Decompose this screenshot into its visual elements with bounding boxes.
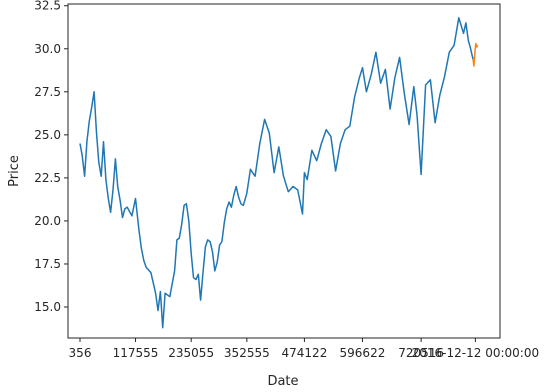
x-tick-label: 474122 xyxy=(282,346,328,360)
series-line-1 xyxy=(79,17,474,329)
y-tick-label: 32.5 xyxy=(34,0,61,13)
y-tick-label: 27.5 xyxy=(34,85,61,99)
x-tick-label: 2016-12-12 00:00:00 xyxy=(412,346,539,360)
y-tick-label: 20.0 xyxy=(34,214,61,228)
x-tick-label: 117555 xyxy=(113,346,159,360)
axes-frame xyxy=(67,3,501,339)
x-tick-label: 720516 xyxy=(398,346,444,360)
series-layer xyxy=(79,17,479,329)
y-tick-label: 25.0 xyxy=(34,128,61,142)
y-tick-label: 15.0 xyxy=(34,300,61,314)
y-tick-label: 30.0 xyxy=(34,42,61,56)
x-tick-label: 235055 xyxy=(168,346,214,360)
x-tick-label: 596622 xyxy=(340,346,386,360)
plot-area xyxy=(68,4,500,338)
series-line-2 xyxy=(472,42,479,67)
y-tick-label: 22.5 xyxy=(34,171,61,185)
y-axis-label: Price xyxy=(7,155,22,187)
x-tick-label: 352555 xyxy=(224,346,270,360)
y-tick-label: 17.5 xyxy=(34,257,61,271)
y-axis: 15.0 17.5 20.0 22.5 25.0 27.5 30.0 32.5 xyxy=(34,0,68,314)
x-axis: 356 117555 235055 352555 474122 596622 7205162… xyxy=(69,338,539,360)
x-axis-label: Date xyxy=(267,374,298,389)
x-tick-label: 356 xyxy=(69,346,92,360)
